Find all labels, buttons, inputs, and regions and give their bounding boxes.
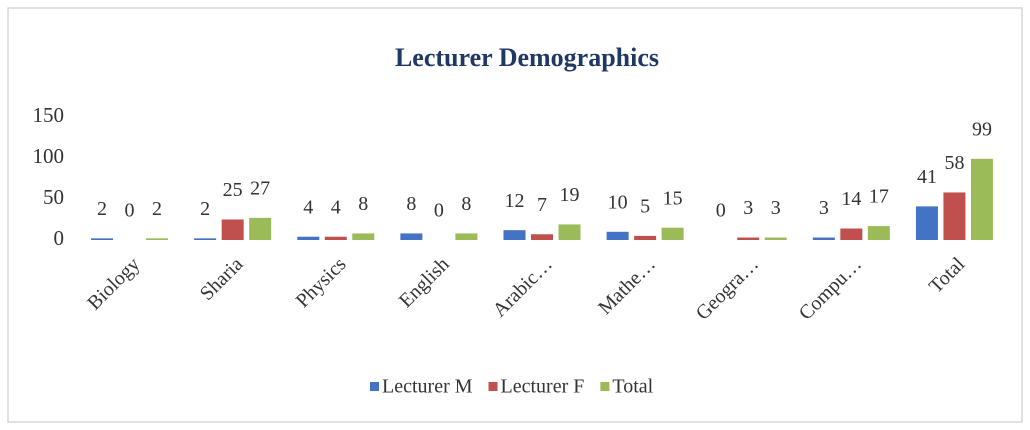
legend-label: Total [612,376,653,398]
chart-frame [7,7,1023,423]
y-tick-label: 0 [54,226,65,250]
bar [91,238,114,240]
y-tick-label: 50 [43,185,64,209]
legend-swatch [600,382,610,391]
y-tick-label: 100 [33,144,65,168]
data-label: 3 [771,197,781,219]
data-label: 2 [200,198,210,220]
bar [455,233,478,240]
data-label: 58 [944,152,964,174]
data-label: 10 [608,191,628,213]
bar [400,233,423,240]
legend-swatch [370,382,379,391]
legend-label: Lecturer F [501,376,585,398]
bar [840,228,863,240]
bar [970,158,993,240]
bar [558,224,581,240]
data-label: 0 [434,200,444,222]
chart-title: Lecturer Demographics [395,43,659,72]
bar [249,217,272,240]
data-label: 8 [406,193,416,215]
bar [352,233,375,240]
bar [812,237,835,240]
data-label: 12 [505,190,525,212]
data-label: 25 [223,179,243,201]
data-label: 17 [869,186,889,208]
data-label: 7 [537,194,547,216]
data-label: 2 [97,198,107,220]
data-label: 14 [841,188,861,210]
data-label: 4 [331,196,341,218]
bar [661,227,684,240]
data-label: 3 [819,197,829,219]
bar [297,236,320,240]
data-label: 0 [716,200,726,222]
data-label: 0 [125,200,135,222]
y-tick-label: 150 [33,103,65,127]
data-label: 8 [358,193,368,215]
data-label: 2 [152,198,162,220]
bar [915,206,938,240]
bar [503,230,526,240]
bar [221,219,244,240]
data-label: 3 [743,197,753,219]
bar [194,238,217,240]
bar [324,236,347,240]
bar [867,226,890,240]
data-label: 4 [303,196,313,218]
data-label: 5 [640,195,650,217]
bar [606,231,629,240]
bar [531,234,553,240]
data-label: 99 [972,118,992,140]
bar [737,237,760,240]
bar [634,235,657,240]
data-label: 19 [560,184,580,206]
bar [764,237,787,240]
data-label: 27 [250,177,270,199]
data-label: 41 [917,166,937,188]
data-label: 15 [663,187,683,209]
bar [146,238,169,240]
legend-swatch [488,382,498,391]
data-label: 8 [461,193,471,215]
legend-label: Lecturer M [382,376,473,398]
bar [943,192,966,240]
